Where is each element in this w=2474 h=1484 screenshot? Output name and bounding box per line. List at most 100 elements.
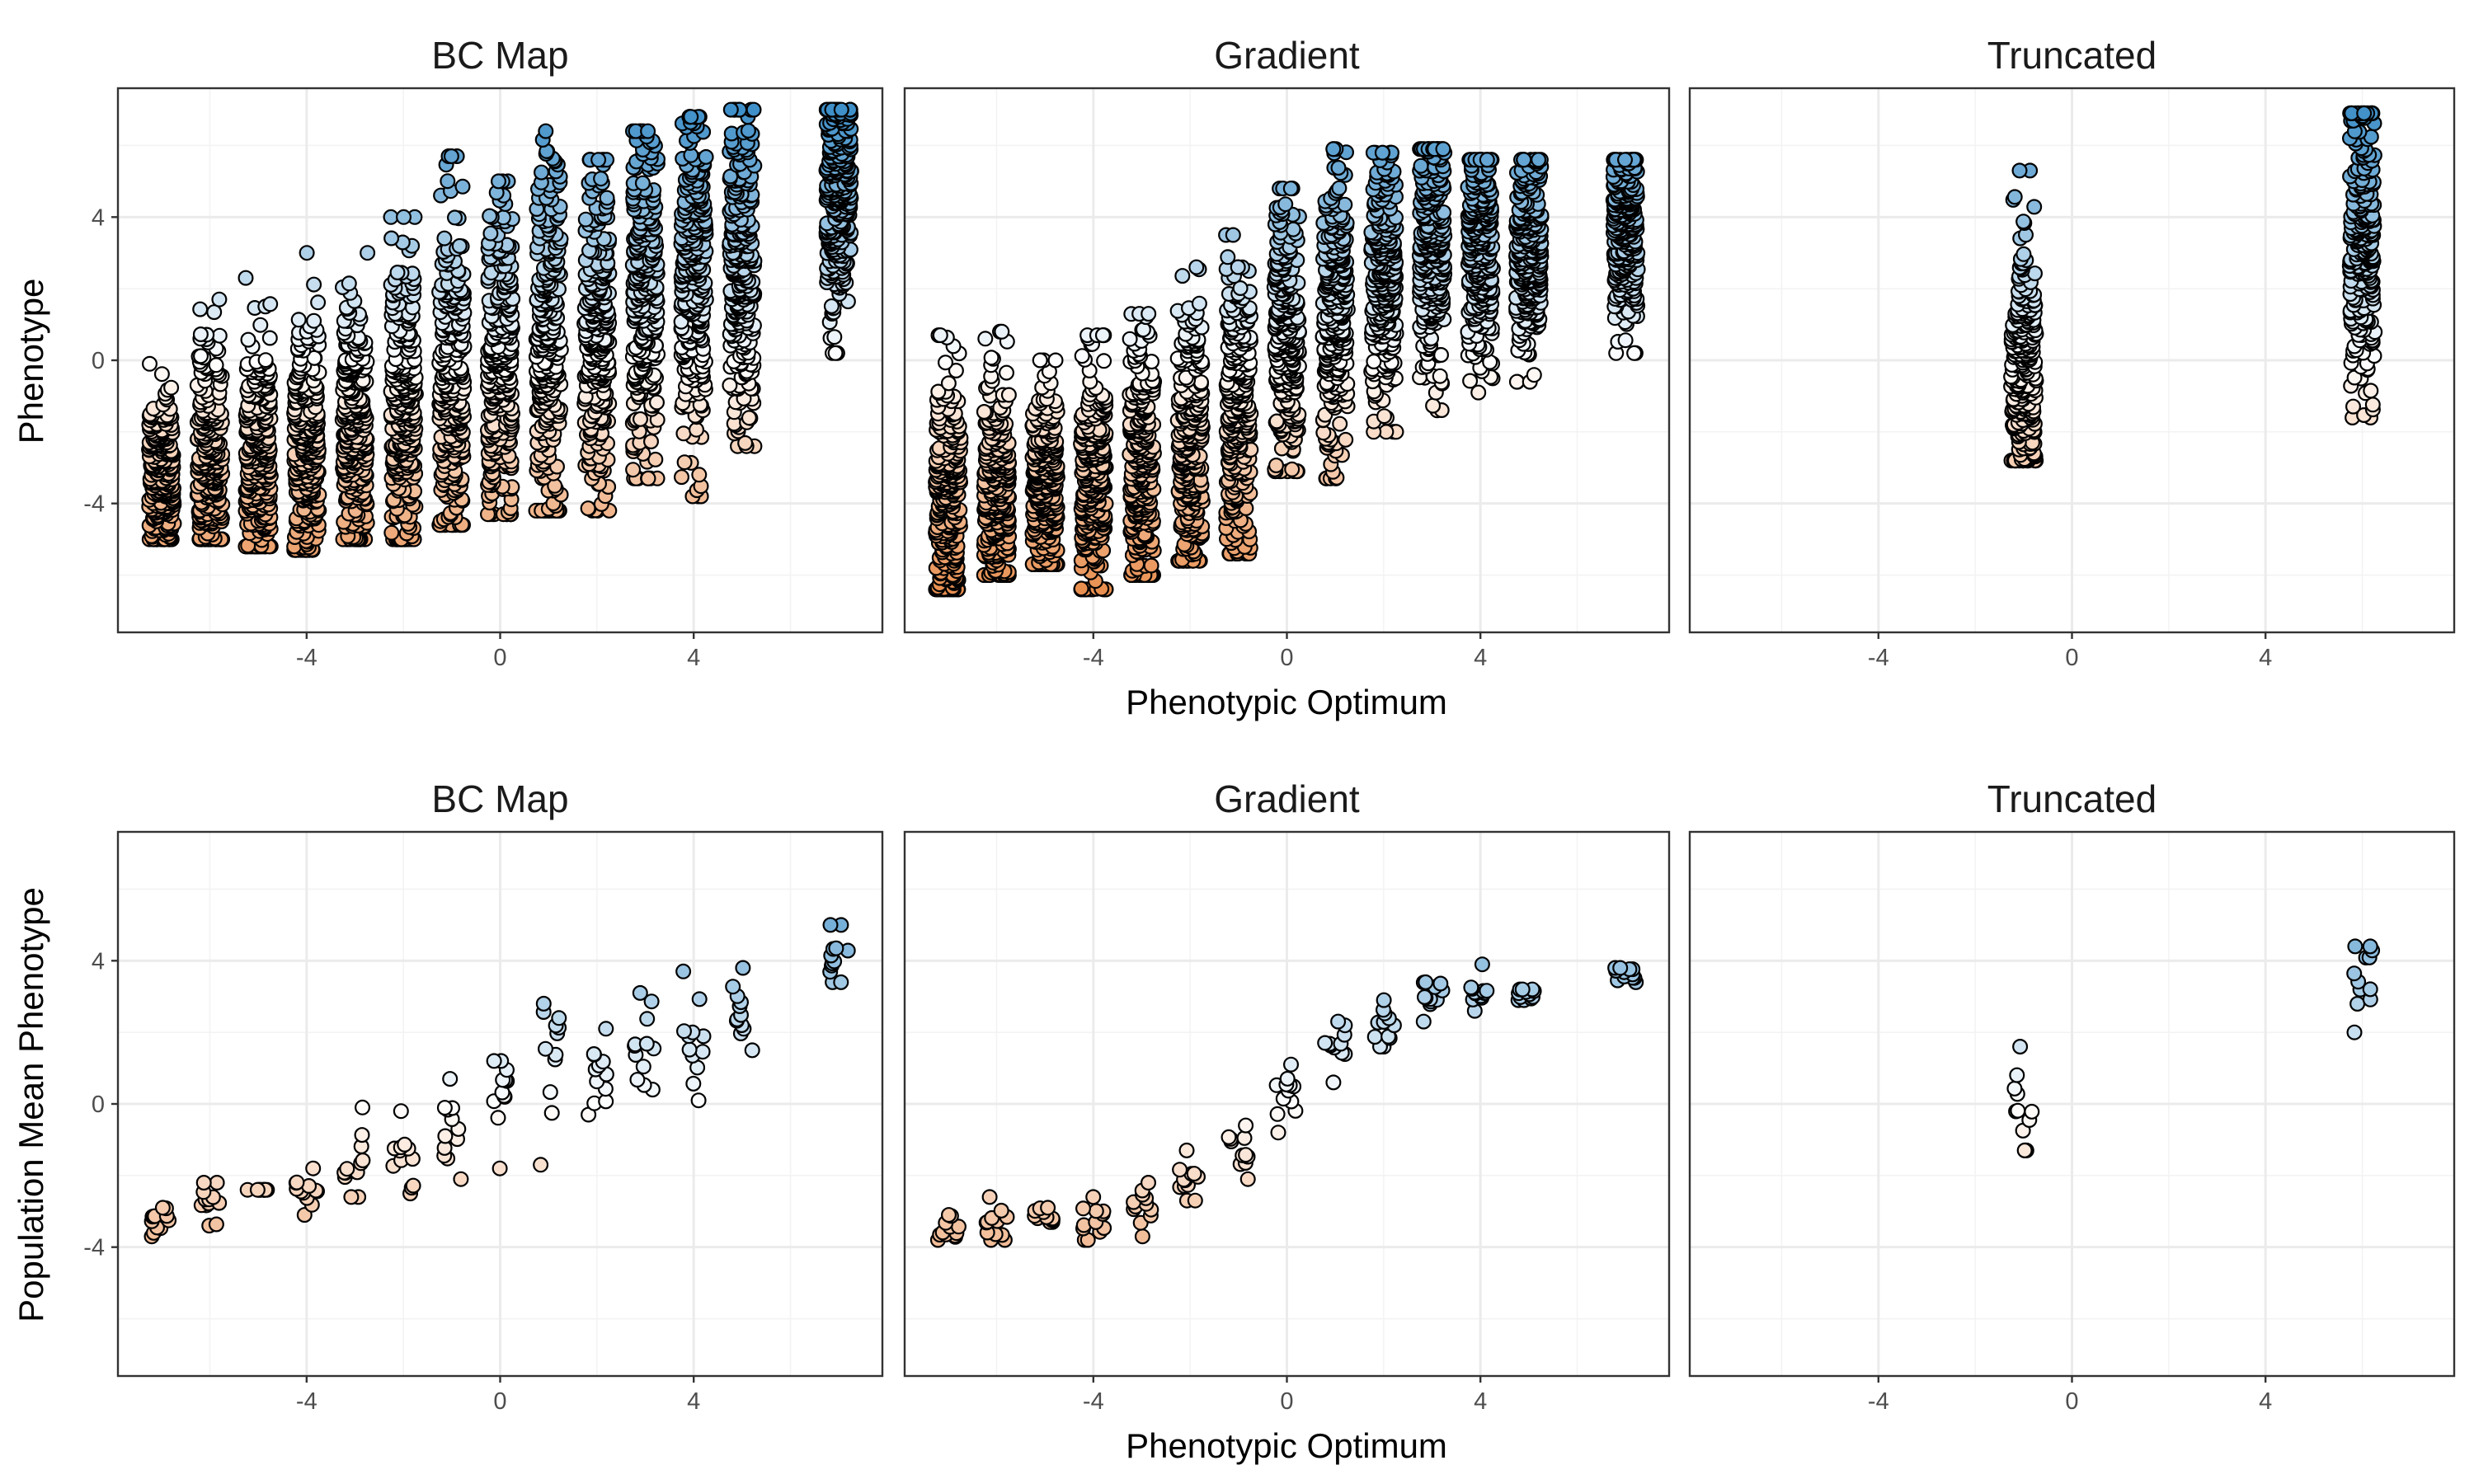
data-point [389, 265, 406, 281]
data-point [977, 331, 994, 347]
data-point [192, 326, 209, 343]
data-point [932, 327, 948, 344]
data-point [206, 304, 223, 321]
data-point [983, 350, 999, 366]
panel-gradient-individuals: Gradient-4 0 4 [903, 34, 1671, 671]
data-point [538, 123, 554, 139]
data-point [673, 469, 689, 486]
data-point [443, 148, 459, 165]
data-point [310, 294, 327, 311]
data-point [383, 209, 399, 225]
data-point [436, 230, 453, 247]
data-point [948, 363, 964, 379]
data-point [590, 152, 607, 168]
data-point [827, 345, 844, 361]
data-point [396, 209, 412, 225]
data-point [163, 379, 180, 396]
data-point [737, 434, 754, 451]
data-point [454, 178, 471, 195]
data-point [306, 276, 322, 293]
data-point [577, 211, 594, 228]
data-point [994, 323, 1010, 340]
data-point [252, 317, 269, 333]
panel-title: Gradient [1214, 34, 1360, 77]
panel-title: BC Map [431, 34, 568, 77]
data-point [676, 454, 693, 471]
data-point [262, 296, 279, 312]
data-point [741, 410, 757, 426]
data-point [826, 329, 843, 345]
data-point [647, 451, 664, 467]
data-point [383, 230, 400, 247]
data-point [1073, 580, 1089, 597]
data-point [193, 348, 209, 364]
data-point [299, 245, 315, 261]
data-point [683, 109, 699, 125]
data-point [360, 245, 376, 261]
data-point [1074, 348, 1090, 364]
panel-bc-map-individuals: BC Map -4 0 4 -4 0 4 [83, 34, 884, 671]
data-point [698, 148, 714, 165]
data-point [1047, 352, 1064, 369]
data-point [153, 366, 170, 383]
x-tick-label: 4 [687, 645, 700, 671]
data-point [261, 330, 278, 346]
data-point [142, 355, 158, 372]
data-point [740, 123, 756, 139]
x-tick-label: -4 [296, 645, 317, 671]
data-point [533, 164, 549, 181]
data-point [1032, 352, 1048, 369]
data-point [823, 298, 840, 314]
data-point [833, 101, 849, 118]
data-point [940, 375, 957, 392]
data-point [290, 312, 307, 328]
data-point [632, 411, 648, 427]
data-point [640, 470, 656, 486]
data-point [580, 500, 596, 517]
data-point [640, 123, 656, 139]
data-point [383, 524, 400, 541]
data-point [257, 352, 274, 369]
data-point [1122, 331, 1138, 347]
data-point [1094, 327, 1111, 344]
x-tick-label: 0 [493, 645, 506, 671]
points [928, 141, 1646, 598]
y-tick-label: 4 [92, 204, 105, 231]
data-point [1141, 306, 1157, 322]
data-point [1143, 557, 1159, 574]
data-point [634, 175, 651, 191]
data-point [648, 394, 665, 411]
points [141, 101, 859, 558]
data-point [745, 101, 762, 118]
data-point [642, 433, 659, 449]
data-point [722, 101, 739, 118]
data-point [490, 173, 506, 190]
data-point [482, 208, 498, 224]
data-point [593, 171, 609, 187]
data-point [341, 275, 357, 292]
y-tick-label: -4 [83, 491, 105, 518]
data-point [675, 425, 692, 442]
y-tick-label: 0 [92, 348, 105, 374]
data-point [976, 404, 992, 420]
data-point [1000, 387, 1017, 403]
data-point [599, 190, 615, 206]
data-point [1135, 322, 1151, 338]
data-point [1096, 353, 1112, 369]
data-point [998, 364, 1014, 381]
data-point [208, 357, 224, 373]
data-point [937, 355, 953, 371]
data-point [440, 173, 456, 190]
data-point [192, 301, 209, 317]
data-point [238, 270, 254, 286]
data-point [691, 467, 708, 483]
data-point [306, 312, 322, 329]
data-point [625, 462, 642, 478]
data-point [451, 237, 468, 254]
data-point [446, 209, 463, 226]
data-point [211, 327, 228, 344]
data-point [722, 377, 738, 393]
data-point [930, 383, 947, 400]
data-point [482, 225, 499, 242]
